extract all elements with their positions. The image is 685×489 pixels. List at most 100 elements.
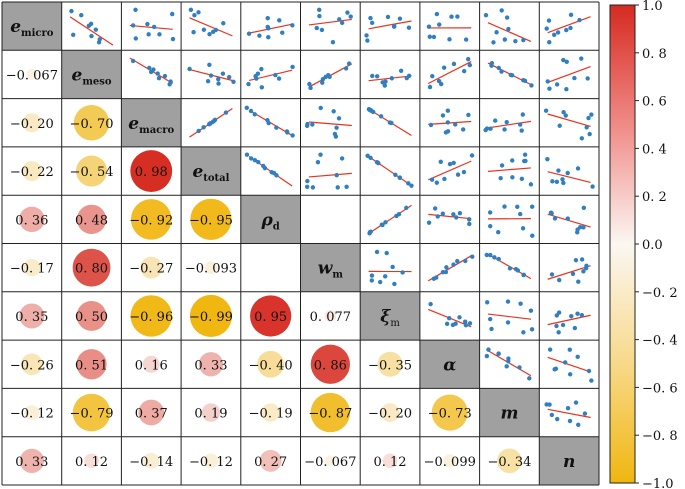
correlation-value: −0. 99 (189, 310, 233, 325)
correlation-value: 0. 33 (15, 455, 48, 470)
scatter-point (304, 123, 310, 129)
correlation-value: −0. 20 (10, 117, 54, 132)
scatter-point (318, 105, 323, 111)
scatter-point (155, 71, 160, 76)
scatter-point (443, 130, 449, 135)
correlation-circle (76, 204, 107, 235)
correlation-value: 0. 51 (75, 358, 108, 373)
scatter-point (517, 365, 522, 370)
fit-line (428, 213, 472, 220)
scatter-point (549, 272, 555, 277)
scatter-point (463, 323, 469, 328)
scatter-point (274, 173, 279, 178)
scatter-point (575, 354, 580, 360)
colorbar-tick-label: 0.0 (642, 238, 663, 253)
scatter-point (336, 116, 342, 121)
scatter-point (221, 21, 226, 26)
scatter-point (569, 314, 574, 319)
scatter-point (374, 74, 380, 79)
correlation-circle (76, 155, 108, 187)
fit-line (547, 408, 591, 419)
diagonal-cell (121, 98, 182, 147)
scatter-point (404, 205, 409, 211)
scatter-point (440, 211, 446, 216)
scatter-point (170, 36, 176, 42)
correlation-value: −0. 067 (6, 68, 58, 83)
correlation-circle (257, 350, 285, 378)
scatter-point (130, 23, 136, 28)
fit-line (129, 24, 173, 30)
scatter-point (248, 156, 254, 161)
fit-line (487, 313, 531, 320)
scatter-point (344, 184, 349, 189)
scatter-point (499, 8, 504, 13)
scatter-point (489, 63, 494, 68)
scatter-point (457, 315, 462, 320)
scatter-point (273, 72, 278, 78)
scatter-point (339, 20, 345, 26)
scatter-point (455, 258, 460, 264)
correlation-circle (142, 355, 160, 373)
scatter-point (510, 175, 515, 180)
scatter-point (379, 222, 385, 227)
scatter-point (504, 119, 509, 125)
scatter-point (451, 61, 457, 67)
scatter-point (576, 422, 581, 427)
scatter-point (499, 163, 505, 168)
scatter-point (307, 81, 312, 87)
scatter-point (188, 7, 194, 13)
scatter-point (455, 172, 461, 177)
scatter-point (133, 7, 138, 13)
scatter-point (332, 131, 338, 137)
correlation-circle (23, 258, 41, 277)
scatter-point (226, 74, 232, 80)
scatter-point (447, 161, 453, 167)
scatter-point (447, 37, 452, 42)
scatter-point (467, 321, 473, 326)
scatter-point (496, 65, 501, 71)
scatter-point (577, 17, 582, 23)
scatter-point (364, 33, 369, 38)
correlation-circle (324, 455, 336, 467)
scatter-point (570, 271, 576, 276)
scatter-point (317, 7, 322, 13)
correlation-value: 0. 95 (254, 310, 287, 325)
correlation-value: −0. 70 (70, 117, 114, 132)
colorbar-tick-label: 0. 6 (642, 95, 667, 110)
scatter-point (544, 26, 549, 31)
scatter-point (547, 39, 552, 45)
scatter-point (266, 26, 271, 31)
scatter-point (575, 230, 580, 235)
scatter-point (554, 82, 560, 87)
scatter-point (443, 269, 449, 275)
scatter-point (187, 66, 192, 72)
variable-label: ρd (260, 210, 279, 232)
scatter-point (489, 326, 494, 332)
scatter-point (374, 249, 380, 255)
colorbar-tick-label: 0. 8 (642, 47, 667, 62)
scatter-point (428, 122, 434, 128)
scatter-point (579, 257, 585, 262)
correlation-circle (72, 248, 111, 287)
correlation-circle (201, 403, 221, 422)
correlation-circle (130, 295, 172, 337)
scatter-point (244, 152, 250, 157)
scatter-point (454, 215, 459, 220)
scatter-point (394, 213, 399, 219)
scatter-point (255, 71, 261, 76)
scatter-point (315, 160, 321, 165)
colorbar-tick-label: −0. 4 (642, 334, 678, 349)
scatter-point (231, 79, 236, 84)
colorbar: 1.0 0. 8 0. 6 0. 4 0. 2 0.0 −0. 2 −0. 4 −0. 6 −0.… (609, 0, 678, 489)
correlation-circle (19, 448, 44, 473)
correlation-circle (22, 113, 42, 133)
scatter-point (530, 233, 535, 238)
variable-label: etotal (192, 162, 229, 184)
scatter-point (573, 257, 579, 263)
scatter-point (400, 270, 405, 275)
correlation-circle (261, 403, 280, 422)
scatter-point (389, 76, 395, 81)
scatter-point (586, 115, 591, 121)
scatter-point (496, 351, 501, 356)
scatter-point (484, 353, 490, 359)
